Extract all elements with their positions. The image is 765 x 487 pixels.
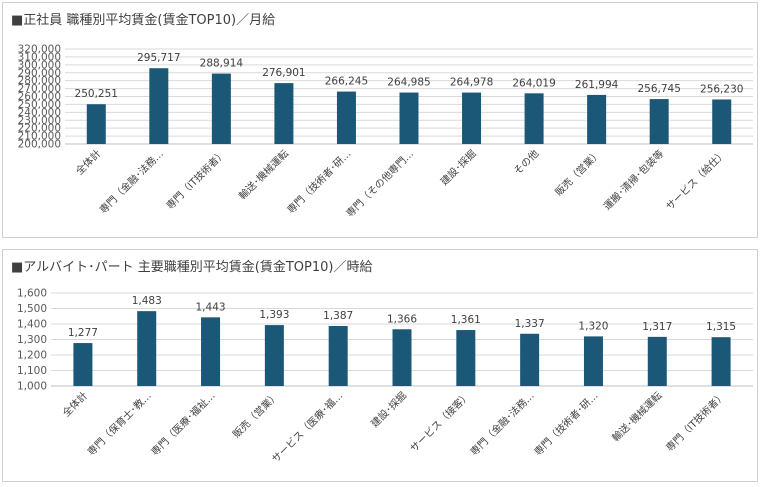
data-label: 264,985 bbox=[387, 77, 430, 89]
y-tick-label: 1,600 bbox=[17, 288, 47, 300]
bar bbox=[336, 91, 356, 144]
y-tick-label: 300,000 bbox=[18, 59, 61, 71]
data-label: 1,320 bbox=[578, 320, 608, 332]
x-tick-label: 運搬･清掃･包装等 bbox=[601, 147, 667, 213]
y-tick-label: 230,000 bbox=[18, 115, 61, 127]
bar bbox=[392, 329, 412, 386]
y-tick-label: 1,300 bbox=[17, 334, 47, 346]
bar bbox=[583, 336, 603, 386]
bar bbox=[211, 73, 231, 144]
y-tick-label: 280,000 bbox=[18, 75, 61, 87]
data-label: 1,315 bbox=[706, 321, 736, 333]
chart-panel-fulltime: ■正社員 職種別平均賃金(賃金TOP10)／月給 200,000 210,000 2… bbox=[2, 2, 758, 238]
data-label: 261,994 bbox=[575, 79, 619, 91]
data-label: 276,901 bbox=[262, 67, 305, 79]
bar bbox=[647, 336, 667, 386]
data-label: 1,337 bbox=[515, 318, 545, 330]
bar bbox=[711, 337, 731, 386]
x-tick-label: 専門（金融･法務… bbox=[97, 147, 166, 216]
y-tick-label: 290,000 bbox=[18, 67, 61, 79]
data-label: 295,717 bbox=[137, 52, 180, 64]
y-tick-label: 320,000 bbox=[18, 44, 61, 56]
data-label: 250,251 bbox=[75, 88, 118, 100]
data-label: 266,245 bbox=[325, 76, 368, 88]
x-tick-label: 全体計 bbox=[60, 389, 90, 419]
y-tick-label: 1,400 bbox=[17, 319, 47, 331]
data-label: 288,914 bbox=[200, 58, 244, 70]
data-label: 1,317 bbox=[642, 321, 672, 333]
x-tick-label: 専門（その他専門… bbox=[343, 147, 416, 220]
data-label: 256,745 bbox=[637, 83, 680, 95]
bar-chart-parttime: 1,000 1,100 1,200 1,300 1,400 1,500 1,600 1,277… bbox=[17, 288, 753, 465]
x-tick-label: サービス（給仕） bbox=[663, 147, 729, 213]
chart-title: ■アルバイト･パート 主要職種別平均賃金(賃金TOP10)／時給 bbox=[11, 260, 373, 275]
x-tick-label: 専門（技術者･研… bbox=[284, 147, 353, 216]
bar bbox=[712, 99, 732, 144]
y-tick-label: 270,000 bbox=[18, 83, 61, 95]
x-tick-label: 販売（営業） bbox=[230, 389, 282, 441]
x-tick-label: サービス（医療･福… bbox=[269, 389, 345, 465]
chart-panel-parttime: ■アルバイト･パート 主要職種別平均賃金(賃金TOP10)／時給 1,000 1,… bbox=[2, 249, 758, 482]
data-label: 1,483 bbox=[132, 295, 162, 307]
data-label: 256,230 bbox=[700, 83, 743, 95]
x-tick-label: 専門（IT技術者） bbox=[663, 389, 728, 454]
bar bbox=[73, 343, 93, 386]
data-label: 264,978 bbox=[450, 77, 493, 89]
x-tick-label: 輸送･機械運転 bbox=[236, 147, 291, 202]
y-tick-label: 310,000 bbox=[18, 51, 61, 63]
y-tick-label: 260,000 bbox=[18, 91, 61, 103]
bar bbox=[524, 93, 544, 144]
bar bbox=[149, 68, 169, 144]
y-tick-label: 1,200 bbox=[17, 350, 47, 362]
x-tick-label: 専門（医療･福祉… bbox=[148, 389, 217, 458]
y-tick-label: 220,000 bbox=[18, 123, 61, 135]
bar bbox=[587, 94, 607, 144]
bar-chart-fulltime: 200,000210,000220,000230,000240,000250,0… bbox=[18, 44, 753, 220]
data-label: 1,366 bbox=[387, 313, 417, 325]
bar bbox=[137, 311, 157, 386]
x-tick-label: 専門（金融･法務… bbox=[467, 389, 536, 458]
x-tick-label: 専門（保育士･教… bbox=[85, 389, 154, 458]
bar bbox=[456, 330, 476, 386]
bar bbox=[264, 325, 284, 386]
bar bbox=[520, 333, 540, 386]
data-label: 1,361 bbox=[451, 314, 481, 326]
y-tick-label: 1,000 bbox=[17, 381, 47, 393]
chart-title: ■正社員 職種別平均賃金(賃金TOP10)／月給 bbox=[11, 13, 276, 28]
bar bbox=[86, 104, 106, 144]
data-label: 1,443 bbox=[196, 301, 226, 313]
y-tick-label: 200,000 bbox=[18, 139, 61, 151]
bar bbox=[274, 83, 294, 144]
bar bbox=[462, 92, 482, 144]
data-label: 1,387 bbox=[323, 310, 353, 322]
y-tick-label: 240,000 bbox=[18, 107, 61, 119]
y-tick-label: 250,000 bbox=[18, 99, 61, 111]
x-tick-label: サービス（接客） bbox=[407, 389, 473, 455]
data-label: 1,393 bbox=[259, 309, 289, 321]
y-tick-label: 210,000 bbox=[18, 131, 61, 143]
bar bbox=[649, 99, 669, 144]
x-tick-label: 建設･採掘 bbox=[368, 389, 409, 430]
x-tick-label: その他 bbox=[511, 147, 541, 177]
x-tick-label: 販売（営業） bbox=[552, 147, 604, 199]
bar bbox=[328, 326, 348, 386]
x-tick-label: 専門（技術者･研… bbox=[531, 389, 600, 458]
x-tick-label: 輸送･機械運転 bbox=[609, 389, 664, 444]
y-tick-label: 1,500 bbox=[17, 303, 47, 315]
x-tick-label: 専門（IT技術者） bbox=[163, 147, 228, 212]
bar bbox=[201, 317, 221, 386]
x-tick-label: 全体計 bbox=[73, 147, 103, 177]
data-label: 1,277 bbox=[68, 327, 98, 339]
y-tick-label: 1,100 bbox=[17, 365, 47, 377]
x-tick-label: 建設･採掘 bbox=[438, 147, 479, 188]
bar bbox=[399, 92, 419, 144]
data-label: 264,019 bbox=[512, 77, 555, 89]
